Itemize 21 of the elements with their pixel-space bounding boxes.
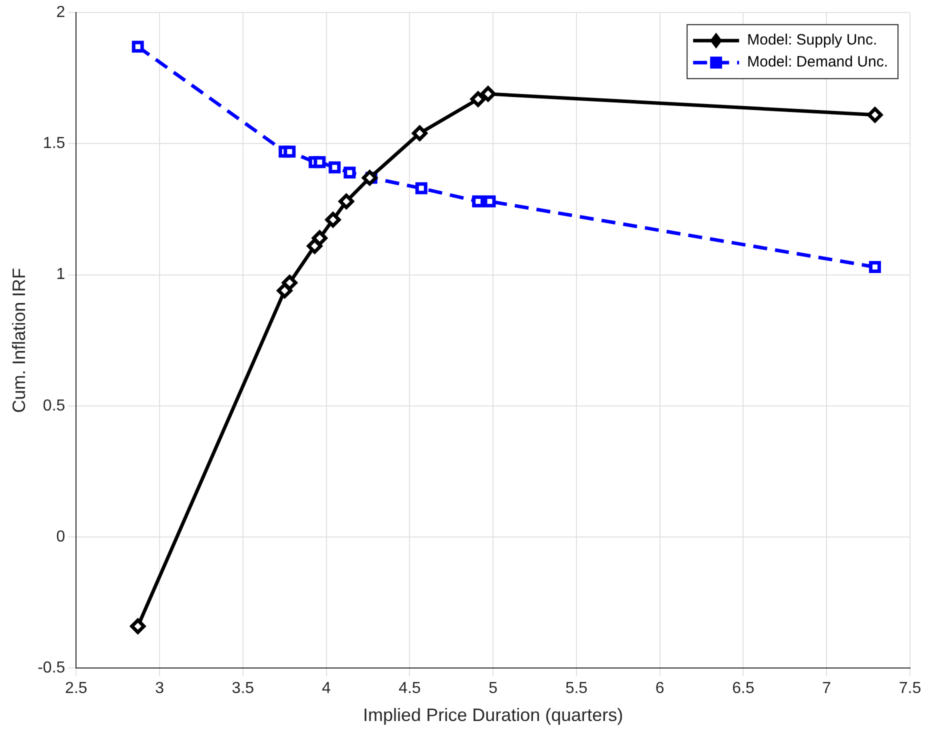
x-tick-label: 6 (655, 680, 664, 698)
x-tick-label: 7.5 (898, 680, 922, 698)
x-tick-label: 6.5 (732, 680, 754, 698)
y-axis-title: Cum. Inflation IRF (8, 268, 29, 413)
x-tick-label: 7 (822, 680, 832, 698)
x-tick-label: 5.5 (565, 680, 588, 698)
legend-label: Model: Supply Unc. (747, 32, 878, 49)
x-tick-label: 2.5 (65, 680, 88, 698)
y-tick-label: 1.5 (42, 135, 66, 152)
y-tick-label: 0 (56, 528, 66, 546)
x-tick-label: 4 (322, 680, 331, 698)
x-tick-label: 3.5 (232, 680, 254, 698)
y-tick-label: 0.5 (42, 397, 66, 414)
x-tick-label: 5 (488, 680, 498, 698)
legend-label: Model: Demand Unc. (747, 54, 888, 71)
y-tick-label: 2 (56, 4, 66, 22)
y-tick-label: -0.5 (38, 660, 66, 677)
x-tick-label: 3 (155, 680, 164, 698)
x-tick-label: 4.5 (398, 680, 421, 698)
x-axis-title: Implied Price Duration (quarters) (363, 705, 624, 726)
y-tick-label: 1 (56, 266, 66, 284)
